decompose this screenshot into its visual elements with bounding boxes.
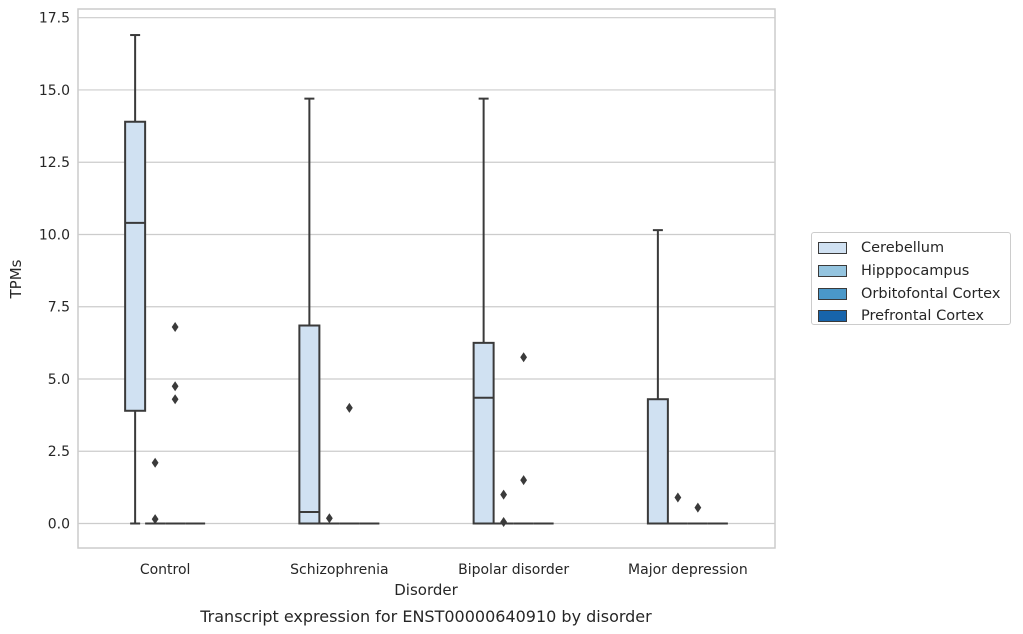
y-tick-label: 0.0 bbox=[48, 517, 70, 533]
outlier-point bbox=[694, 502, 702, 513]
y-axis-ticks: 0.0 2.5 5.0 7.5 10.0 12.5 15.0 17.5 bbox=[39, 11, 70, 533]
box-orbitofontal-cortex bbox=[165, 321, 186, 525]
box-orbitofontal-cortex bbox=[687, 502, 708, 525]
box-hipppocampus bbox=[493, 489, 514, 528]
y-tick-label: 2.5 bbox=[48, 444, 70, 460]
x-axis-label: Disorder bbox=[394, 581, 458, 599]
legend-item: Hipppocampus bbox=[818, 260, 1010, 283]
box-body bbox=[472, 341, 495, 525]
grid-lines bbox=[78, 17, 775, 525]
legend-swatch bbox=[818, 310, 847, 323]
box-plot-marks bbox=[124, 34, 728, 528]
y-tick-label: 7.5 bbox=[48, 300, 70, 316]
y-axis-label: TPMs bbox=[7, 259, 25, 299]
outlier-point bbox=[500, 489, 508, 500]
box-cerebellum bbox=[298, 97, 321, 525]
box-body bbox=[298, 324, 321, 525]
outlier-point bbox=[171, 381, 179, 392]
legend: Cerebellum Hipppocampus Orbitofontal Cor… bbox=[811, 232, 1011, 325]
outlier-point bbox=[171, 394, 179, 405]
box-hipppocampus bbox=[319, 513, 340, 525]
box-cerebellum bbox=[472, 97, 495, 525]
y-tick-label: 10.0 bbox=[39, 227, 70, 243]
y-tick-label: 17.5 bbox=[39, 11, 70, 27]
x-tick-label: Bipolar disorder bbox=[458, 562, 569, 578]
box-orbitofontal-cortex bbox=[513, 352, 534, 525]
box-body bbox=[646, 398, 669, 525]
outlier-point bbox=[345, 402, 353, 413]
plot-frame bbox=[77, 8, 776, 549]
box-orbitofontal-cortex bbox=[339, 402, 360, 525]
legend-item: Cerebellum bbox=[818, 237, 1010, 260]
y-tick-label: 15.0 bbox=[39, 83, 70, 99]
legend-swatch bbox=[818, 287, 847, 300]
legend-label: Hipppocampus bbox=[861, 263, 970, 280]
legend-label: Orbitofontal Cortex bbox=[861, 285, 1001, 302]
legend-label: Cerebellum bbox=[861, 240, 945, 257]
legend-item: Prefrontal Cortex bbox=[818, 305, 1010, 328]
box-cerebellum bbox=[646, 229, 669, 525]
outlier-point bbox=[171, 321, 179, 332]
x-tick-label: Schizophrenia bbox=[290, 562, 388, 578]
outlier-point bbox=[151, 457, 159, 468]
box-hipppocampus bbox=[667, 492, 688, 525]
x-axis-ticks: Control Schizophrenia Bipolar disorder Majo… bbox=[140, 562, 748, 578]
outlier-point bbox=[325, 513, 333, 524]
legend-swatch bbox=[818, 265, 847, 278]
outlier-point bbox=[520, 475, 528, 486]
chart-title: Transcript expression for ENST0000064091… bbox=[199, 607, 652, 626]
box-body bbox=[124, 120, 147, 412]
y-tick-label: 5.0 bbox=[48, 372, 70, 388]
outlier-point bbox=[520, 352, 528, 363]
box-hipppocampus bbox=[145, 457, 166, 525]
x-tick-label: Major depression bbox=[628, 562, 748, 578]
legend-swatch bbox=[818, 242, 847, 255]
y-tick-label: 12.5 bbox=[39, 155, 70, 171]
outlier-point bbox=[500, 517, 508, 528]
legend-item: Orbitofontal Cortex bbox=[818, 282, 1010, 305]
box-cerebellum bbox=[124, 34, 147, 525]
x-tick-label: Control bbox=[140, 562, 191, 578]
legend-label: Prefrontal Cortex bbox=[861, 308, 984, 325]
outlier-point bbox=[151, 514, 159, 525]
outlier-point bbox=[674, 492, 682, 503]
